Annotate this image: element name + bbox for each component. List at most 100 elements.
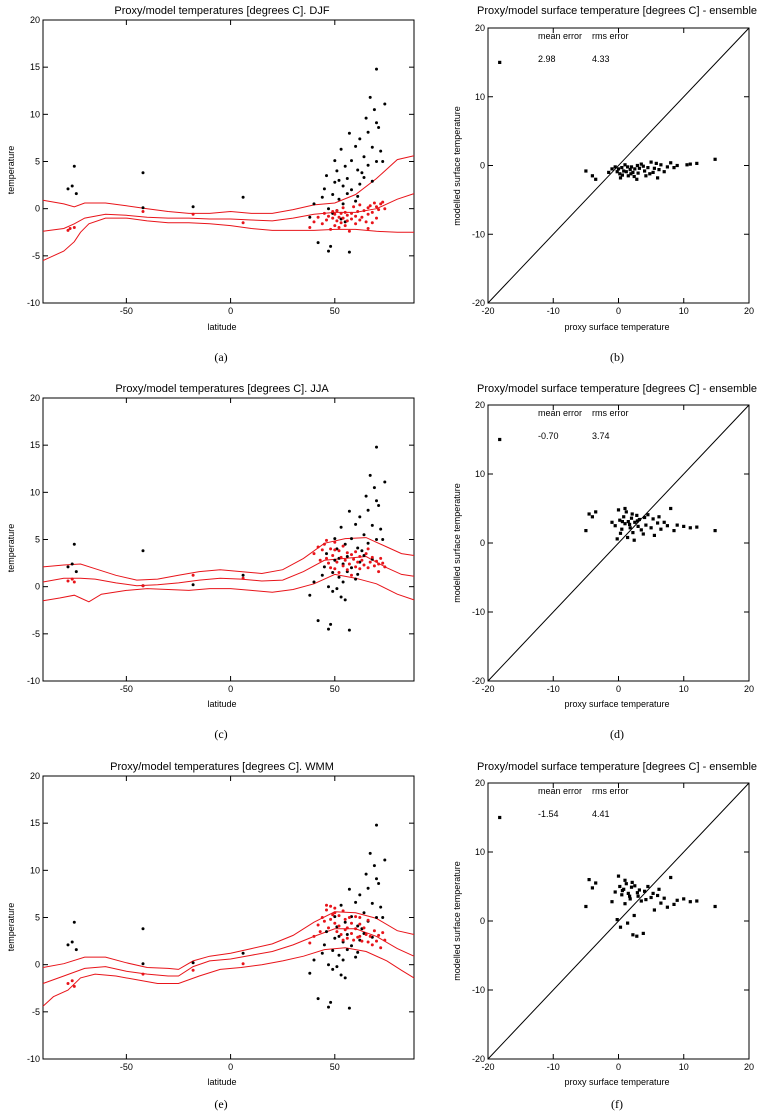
panel-d-data-point: [590, 515, 594, 519]
panel-a-model-point: [341, 216, 345, 220]
panel-c-ytick-label: 10: [30, 487, 40, 497]
panel-e-proxy-point: [350, 944, 353, 948]
panel-e-model-point: [350, 932, 353, 935]
panel-a-proxy-point: [354, 199, 358, 203]
panel-b-data-point: [615, 170, 619, 174]
panel-e-proxy-point: [66, 943, 70, 947]
panel-c-proxy-point: [347, 509, 351, 513]
panel-e-latitude-plot: Proxy/model temperatures [degrees C]. WM…: [6, 761, 415, 1087]
panel-e-proxy-point: [354, 900, 358, 904]
panel-d-data-point: [626, 520, 630, 524]
panel-d-data-point: [630, 512, 634, 516]
panel-d-data-point: [498, 437, 502, 442]
panel-d-data-point: [624, 510, 628, 514]
panel-f-title: Proxy/model surface temperature [degrees…: [477, 761, 757, 773]
panel-c-proxy-point: [343, 598, 347, 602]
panel-a-proxy-point: [377, 126, 381, 129]
panel-a-model-point: [358, 203, 362, 207]
panel-e-proxy-point: [354, 955, 358, 959]
panel-e-model-point: [364, 933, 368, 936]
panel-a-model-point: [141, 210, 145, 213]
panel-c-xtick-label: 0: [228, 684, 233, 694]
panel-e-proxy-point: [335, 965, 339, 969]
panel-c-proxy-point: [325, 552, 328, 556]
panel-a-proxy-point: [358, 137, 362, 141]
panel-e-model-point: [375, 939, 378, 943]
panel-c-model-point: [381, 561, 385, 565]
panel-c-proxy-point: [333, 537, 337, 541]
panel-b-xtick-label: 20: [744, 306, 754, 316]
panel-d-data-point: [618, 531, 623, 535]
panel-a-proxy-point: [375, 160, 378, 163]
panel-a-model-point: [366, 206, 370, 210]
panel-e-model-point: [70, 979, 74, 983]
panel-d-rms-error-label: rms error: [592, 408, 629, 418]
panel-a-proxy-point: [356, 168, 360, 172]
panel-c-proxy-point: [375, 445, 378, 449]
panel-c-model-point: [352, 557, 356, 561]
panel-f-data-point: [623, 878, 627, 882]
panel-b-data-point: [610, 167, 614, 171]
panel-b-mean-error-value: 2.98: [538, 54, 556, 64]
panel-c-ytick-label: -5: [32, 629, 40, 639]
panel-a-proxy-point: [354, 144, 358, 148]
panel-a-model-point: [383, 207, 387, 211]
panel-b-data-point: [618, 176, 623, 180]
panel-c-axes-frame: [42, 397, 415, 682]
panel-e-proxy-point: [375, 823, 378, 827]
panel-e-proxy-point: [333, 936, 337, 940]
panel-f-xlabel: proxy surface temperature: [564, 1077, 669, 1087]
panel-a-model-point: [352, 205, 356, 209]
panel-e-model-point: [350, 921, 353, 925]
panel-d-data-point: [613, 524, 617, 528]
panel-d-data-point: [636, 524, 640, 528]
panel-c-ytick-label: 5: [35, 535, 40, 545]
panel-a-ytick-label: 20: [30, 15, 40, 25]
panel-a-proxy-point: [308, 215, 312, 219]
panel-c-model-point: [312, 552, 316, 556]
panel-e-ytick-label: 20: [30, 771, 40, 781]
panel-b-ytick-label: -20: [472, 298, 485, 308]
panel-d-data-point: [615, 537, 619, 541]
panel-a-proxy-point: [383, 102, 387, 106]
panel-c-proxy-point: [383, 480, 387, 484]
panel-e-proxy-point: [322, 943, 326, 947]
panel-e-model-point: [358, 934, 362, 938]
panel-c-proxy-point: [341, 580, 345, 584]
panel-b-data-point: [675, 163, 679, 168]
panel-e-xtick-label: 50: [330, 1062, 340, 1072]
panel-a-ytick-label: 15: [30, 62, 40, 72]
panel-a-model-point: [333, 212, 337, 216]
panel-c-proxy-point: [331, 589, 335, 593]
panel-c-model-point: [383, 565, 387, 569]
panel-c-xlabel: latitude: [207, 699, 236, 709]
panel-f-ytick-label: 0: [480, 916, 485, 926]
panel-a-model-point: [366, 212, 370, 216]
panel-a-model-point: [366, 227, 370, 230]
panel-c-model-point: [333, 548, 337, 552]
panel-c-model-point: [335, 560, 339, 564]
panel-f-data-point: [633, 884, 637, 888]
panel-c-model-line-2: [42, 555, 415, 587]
panel-a-model-point: [372, 201, 376, 205]
panel-e-proxy-point: [379, 905, 383, 909]
panel-d-data-point: [657, 515, 661, 519]
panel-c-model-point: [341, 544, 345, 548]
panel-a-proxy-point: [74, 192, 78, 196]
panel-c-proxy-point: [347, 628, 351, 632]
panel-b-data-point: [662, 170, 666, 174]
panel-a-proxy-point: [366, 130, 370, 134]
panel-a-proxy-point: [241, 195, 245, 199]
panel-e-proxy-point: [345, 948, 349, 952]
panel-f-data-point: [584, 904, 588, 909]
panel-e-proxy-point: [347, 1006, 351, 1010]
panel-d-data-point: [682, 524, 686, 528]
panel-a-proxy-point: [370, 145, 374, 149]
panel-e-model-point: [379, 946, 383, 950]
panel-c-proxy-point: [375, 499, 378, 503]
panel-b-data-point: [618, 172, 622, 176]
panel-c-model-point: [350, 553, 353, 557]
panel-d-xtick-label: 10: [679, 684, 689, 694]
